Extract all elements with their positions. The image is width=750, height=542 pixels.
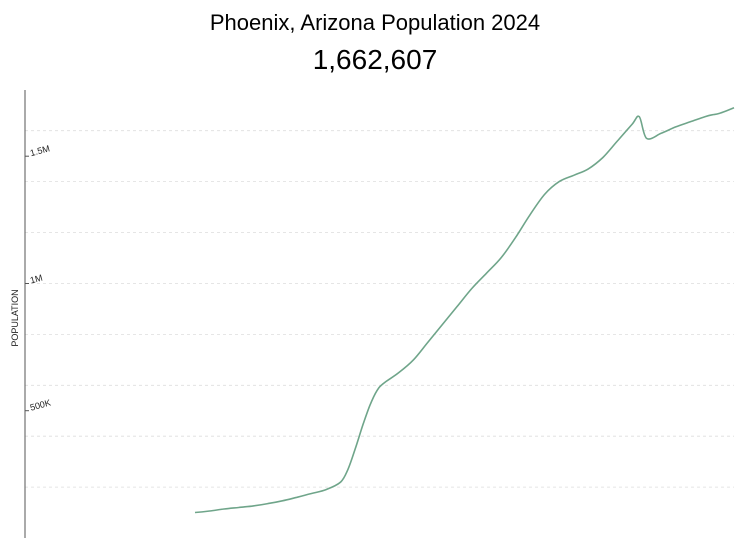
y-axis-label: POPULATION <box>10 289 20 346</box>
chart-subtitle: 1,662,607 <box>312 44 438 75</box>
y-tick-label: 1M <box>29 273 44 286</box>
y-tick-label: 500K <box>29 398 52 413</box>
chart-title: Phoenix, Arizona Population 2024 <box>209 10 541 35</box>
series-line-population <box>194 107 735 514</box>
y-tick-label: 1.5M <box>29 143 51 158</box>
y-ticks: 500K 1M 1.5M <box>25 143 52 413</box>
gridlines <box>25 130 734 488</box>
